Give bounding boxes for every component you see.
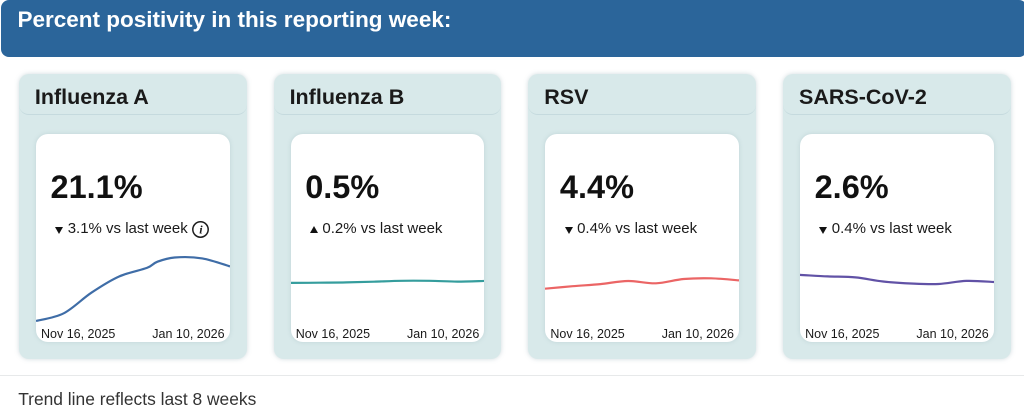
- svg-text:i: i: [199, 223, 203, 237]
